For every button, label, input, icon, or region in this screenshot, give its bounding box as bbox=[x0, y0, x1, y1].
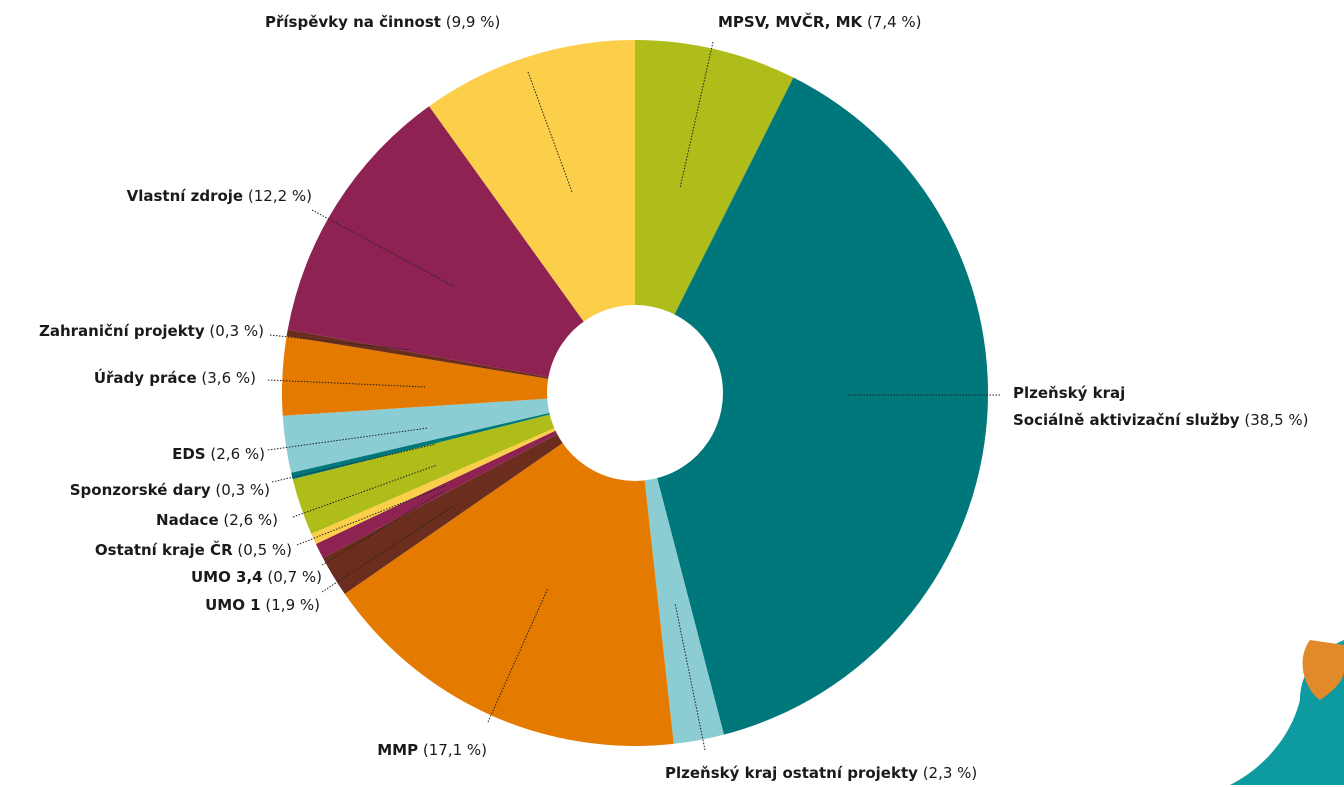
leader-line bbox=[311, 209, 456, 288]
slice-label: Nadace (2,6 %) bbox=[156, 507, 278, 534]
value-label: (0,3 %) bbox=[209, 322, 264, 340]
value-label: (0,5 %) bbox=[237, 541, 292, 559]
value-label: (0,3 %) bbox=[215, 481, 270, 499]
slice-label: Příspěvky na činnost (9,9 %) bbox=[265, 9, 500, 36]
decoration bbox=[1302, 640, 1344, 700]
value-label: (38,5 %) bbox=[1244, 411, 1309, 429]
value-label: (9,9 %) bbox=[445, 13, 501, 31]
category-label: EDS bbox=[172, 445, 206, 463]
slice-label: Ostatní kraje ČR (0,5 %) bbox=[95, 537, 292, 564]
slice bbox=[281, 336, 635, 416]
slice bbox=[635, 393, 724, 744]
leader-line bbox=[487, 587, 549, 723]
value-label: (1,9 %) bbox=[265, 596, 320, 614]
category-label: Ostatní kraje ČR bbox=[94, 541, 233, 559]
leader-line bbox=[321, 489, 446, 566]
value-label: (2,6 %) bbox=[223, 511, 278, 529]
category-label: MMP bbox=[377, 741, 419, 759]
category-label: UMO 3,4 bbox=[190, 568, 263, 586]
slice-label: Plzeňský kraj Sociálně aktivizační služb… bbox=[1013, 380, 1309, 434]
slice bbox=[282, 393, 635, 473]
value-label: (17,1 %) bbox=[422, 741, 487, 759]
leader-line bbox=[674, 602, 706, 751]
leader-line bbox=[267, 379, 426, 388]
leader-line bbox=[269, 334, 411, 351]
slice bbox=[311, 393, 635, 544]
slice-label: MMP (17,1 %) bbox=[377, 737, 487, 764]
value-label: (2,6 %) bbox=[210, 445, 265, 463]
value-label: (3,6 %) bbox=[201, 369, 256, 387]
slice-label: UMO 3,4 (0,7 %) bbox=[191, 564, 322, 591]
slice-label: MPSV, MVČR, MK (7,4 %) bbox=[718, 9, 922, 36]
category-label: Nadace bbox=[156, 511, 219, 529]
category-label: Úřady práce bbox=[93, 369, 197, 387]
slice bbox=[344, 393, 674, 746]
value-label: (0,7 %) bbox=[267, 568, 322, 586]
slice bbox=[287, 106, 635, 393]
slice bbox=[292, 393, 635, 534]
slice bbox=[286, 329, 635, 393]
category-label: Plzeňský kraj Sociálně aktivizační služb… bbox=[1013, 384, 1240, 429]
slice-label: EDS (2,6 %) bbox=[172, 441, 265, 468]
slice bbox=[291, 393, 635, 480]
value-label: (7,4 %) bbox=[866, 13, 922, 31]
leader-line bbox=[527, 71, 573, 193]
slice bbox=[322, 393, 635, 594]
category-label: Vlastní zdroje bbox=[126, 187, 244, 205]
category-label: Zahraniční projekty bbox=[38, 322, 205, 340]
value-label: (12,2 %) bbox=[247, 187, 312, 205]
slice-label: Plzeňský kraj ostatní projekty (2,3 %) bbox=[665, 760, 977, 787]
category-label: Plzeňský kraj ostatní projekty bbox=[665, 764, 918, 782]
slice bbox=[429, 40, 635, 393]
slice-label: Vlastní zdroje (12,2 %) bbox=[127, 183, 312, 210]
value-label: (2,3 %) bbox=[922, 764, 978, 782]
slice bbox=[315, 393, 635, 558]
category-label: Příspěvky na činnost bbox=[265, 13, 441, 31]
leader-line bbox=[321, 504, 456, 593]
leader-line bbox=[679, 41, 714, 189]
category-label: UMO 1 bbox=[205, 596, 261, 614]
leader-line bbox=[271, 443, 437, 483]
category-label: MPSV, MVČR, MK bbox=[718, 13, 863, 31]
slice-label: Úřady práce (3,6 %) bbox=[94, 365, 256, 392]
slice-label: Zahraniční projekty (0,3 %) bbox=[39, 318, 264, 345]
donut-hole bbox=[547, 305, 723, 481]
slice bbox=[635, 77, 988, 735]
slice-label: Sponzorské dary (0,3 %) bbox=[70, 477, 270, 504]
category-label: Sponzorské dary bbox=[69, 481, 211, 499]
slice bbox=[635, 40, 794, 393]
slice-label: UMO 1 (1,9 %) bbox=[205, 592, 320, 619]
